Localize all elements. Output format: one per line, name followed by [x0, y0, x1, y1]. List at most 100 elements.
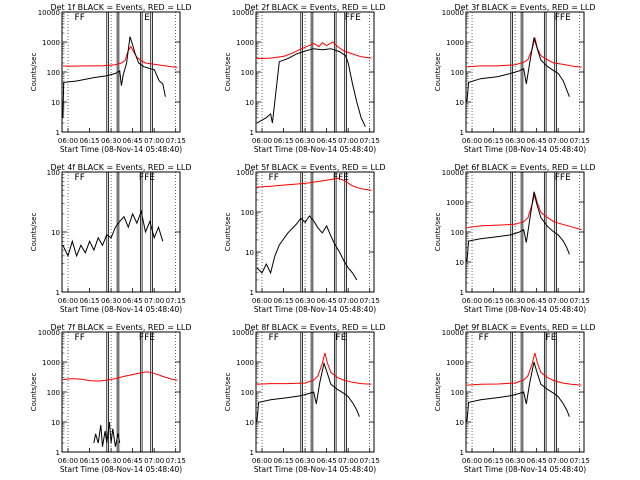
- flag-label: FF: [75, 13, 85, 23]
- x-tick-label: 07:00: [548, 137, 568, 145]
- plot-frame: [255, 171, 375, 293]
- y-tick-label: 10: [245, 419, 254, 427]
- x-tick-label: 07:15: [360, 137, 380, 145]
- y-tick-label: 10000: [38, 329, 60, 337]
- flag-label: FFE: [345, 13, 361, 23]
- x-tick-label: 07:15: [360, 457, 380, 465]
- y-axis-label: Counts/sec: [224, 213, 232, 252]
- flag-label: FF: [269, 173, 279, 183]
- events-series-line: [466, 191, 570, 263]
- x-tick-label: 07:00: [144, 137, 164, 145]
- y-tick-label: 100: [47, 389, 60, 397]
- y-tick-label: 100: [47, 169, 60, 177]
- x-tick-label: 07:00: [144, 457, 164, 465]
- x-tick-label: 06:30: [101, 457, 121, 465]
- y-tick-label: 10: [245, 249, 254, 257]
- x-axis-label: Start Time (08-Nov-14 05:48:40): [464, 305, 586, 314]
- y-axis-label: Counts/sec: [30, 53, 38, 92]
- y-tick-label: 1000: [236, 359, 254, 367]
- x-tick-label: 06:30: [505, 457, 525, 465]
- flag-label: FF: [269, 333, 279, 343]
- x-axis-label: Start Time (08-Nov-14 05:48:40): [254, 305, 376, 314]
- y-tick-label: 1: [56, 129, 60, 137]
- x-tick-label: 06:45: [317, 297, 337, 305]
- y-tick-label: 1: [56, 289, 60, 297]
- flag-label: FF: [479, 333, 489, 343]
- y-axis-label: Counts/sec: [30, 213, 38, 252]
- panel-title: Det 2f BLACK = Events, RED = LLD: [244, 3, 385, 12]
- y-tick-label: 1: [56, 449, 60, 457]
- y-tick-label: 1000: [446, 199, 464, 207]
- x-tick-label: 06:15: [79, 137, 99, 145]
- x-tick-label: 06:00: [58, 137, 78, 145]
- x-tick-label: 06:00: [462, 297, 482, 305]
- plot-frame: [465, 11, 585, 133]
- x-tick-label: 07:00: [338, 457, 358, 465]
- x-tick-label: 06:30: [295, 297, 315, 305]
- panel-title: Det 5f BLACK = Events, RED = LLD: [244, 163, 385, 172]
- x-tick-label: 06:15: [483, 457, 503, 465]
- y-axis-label: Counts/sec: [224, 373, 232, 412]
- panel-title: Det 6f BLACK = Events, RED = LLD: [454, 163, 595, 172]
- flag-label: FFE: [139, 173, 155, 183]
- x-tick-label: 06:30: [505, 297, 525, 305]
- events-series-line: [466, 361, 570, 423]
- lld-series-line: [466, 192, 582, 231]
- x-tick-label: 06:15: [483, 297, 503, 305]
- x-tick-label: 06:00: [58, 297, 78, 305]
- flag-label: E: [144, 13, 150, 23]
- x-tick-label: 07:15: [166, 457, 186, 465]
- x-tick-label: 06:15: [79, 297, 99, 305]
- x-tick-label: 06:45: [527, 457, 547, 465]
- x-tick-label: 06:00: [252, 297, 272, 305]
- x-tick-label: 06:15: [483, 137, 503, 145]
- y-tick-label: 10: [455, 419, 464, 427]
- y-axis-label: Counts/sec: [30, 373, 38, 412]
- y-tick-label: 10: [455, 259, 464, 267]
- x-tick-label: 06:30: [295, 137, 315, 145]
- y-tick-label: 10000: [38, 9, 60, 17]
- x-tick-label: 06:30: [295, 457, 315, 465]
- y-axis-label: Counts/sec: [434, 213, 442, 252]
- x-tick-label: 06:30: [101, 137, 121, 145]
- x-tick-label: 06:00: [252, 137, 272, 145]
- events-series-line: [62, 36, 166, 118]
- y-tick-label: 10000: [442, 329, 464, 337]
- y-tick-label: 1: [460, 289, 464, 297]
- y-axis-label: Counts/sec: [434, 53, 442, 92]
- lld-series-line: [62, 45, 178, 68]
- panel-title: Det 7f BLACK = Events, RED = LLD: [50, 323, 191, 332]
- x-tick-label: 07:00: [144, 297, 164, 305]
- y-tick-label: 10000: [442, 9, 464, 17]
- x-axis-label: Start Time (08-Nov-14 05:48:40): [60, 145, 182, 154]
- y-tick-label: 1: [460, 129, 464, 137]
- plot-frame: [465, 331, 585, 453]
- x-tick-label: 07:00: [548, 457, 568, 465]
- y-tick-label: 1: [460, 449, 464, 457]
- x-axis-label: Start Time (08-Nov-14 05:48:40): [254, 145, 376, 154]
- x-tick-label: 06:00: [58, 457, 78, 465]
- x-tick-label: 06:15: [79, 457, 99, 465]
- y-tick-label: 100: [47, 69, 60, 77]
- y-tick-label: 1000: [236, 169, 254, 177]
- x-tick-label: 07:00: [338, 297, 358, 305]
- flag-label: FFE: [555, 173, 571, 183]
- panel-title: Det 9f BLACK = Events, RED = LLD: [454, 323, 595, 332]
- x-tick-label: 06:15: [273, 297, 293, 305]
- events-series-line: [93, 421, 121, 447]
- events-series-line: [62, 209, 164, 258]
- x-tick-label: 06:45: [317, 457, 337, 465]
- x-tick-label: 06:45: [123, 457, 143, 465]
- y-tick-label: 10: [455, 99, 464, 107]
- flag-label: FF: [75, 333, 85, 343]
- flag-label: FFE: [333, 173, 349, 183]
- x-tick-label: 07:00: [338, 137, 358, 145]
- panel-title: Det 3f BLACK = Events, RED = LLD: [454, 3, 595, 12]
- lld-series-line: [256, 352, 372, 385]
- flag-label: FF: [75, 173, 85, 183]
